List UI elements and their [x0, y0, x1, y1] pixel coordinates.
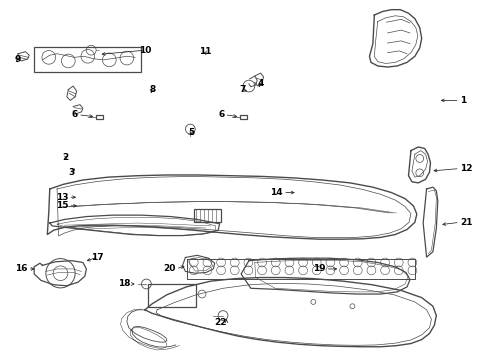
Text: 13: 13 [56, 193, 68, 202]
Bar [240, 115, 247, 119]
Text: 9: 9 [15, 55, 21, 64]
Text: 16: 16 [15, 265, 28, 274]
Text: 6: 6 [218, 110, 224, 119]
Text: 2: 2 [62, 153, 69, 162]
Text: 18: 18 [118, 279, 130, 288]
Text: 12: 12 [460, 164, 472, 173]
Text: 15: 15 [56, 201, 68, 210]
Text: 17: 17 [91, 253, 104, 262]
Text: 7: 7 [240, 85, 246, 94]
Text: 5: 5 [188, 128, 195, 137]
Text: 4: 4 [257, 80, 264, 89]
Text: 1: 1 [460, 96, 466, 105]
Text: 11: 11 [199, 47, 211, 56]
Text: 10: 10 [139, 46, 151, 55]
Bar [96, 115, 103, 119]
Text: 14: 14 [270, 188, 283, 197]
Text: 8: 8 [149, 85, 155, 94]
Text: 3: 3 [69, 168, 75, 177]
Text: 20: 20 [163, 265, 176, 274]
Bar [34, 46, 141, 72]
Text: 21: 21 [460, 218, 472, 227]
Text: 22: 22 [214, 318, 226, 327]
Text: 6: 6 [72, 110, 78, 119]
Bar [148, 284, 196, 307]
Text: 19: 19 [313, 265, 325, 274]
Bar [194, 209, 220, 222]
